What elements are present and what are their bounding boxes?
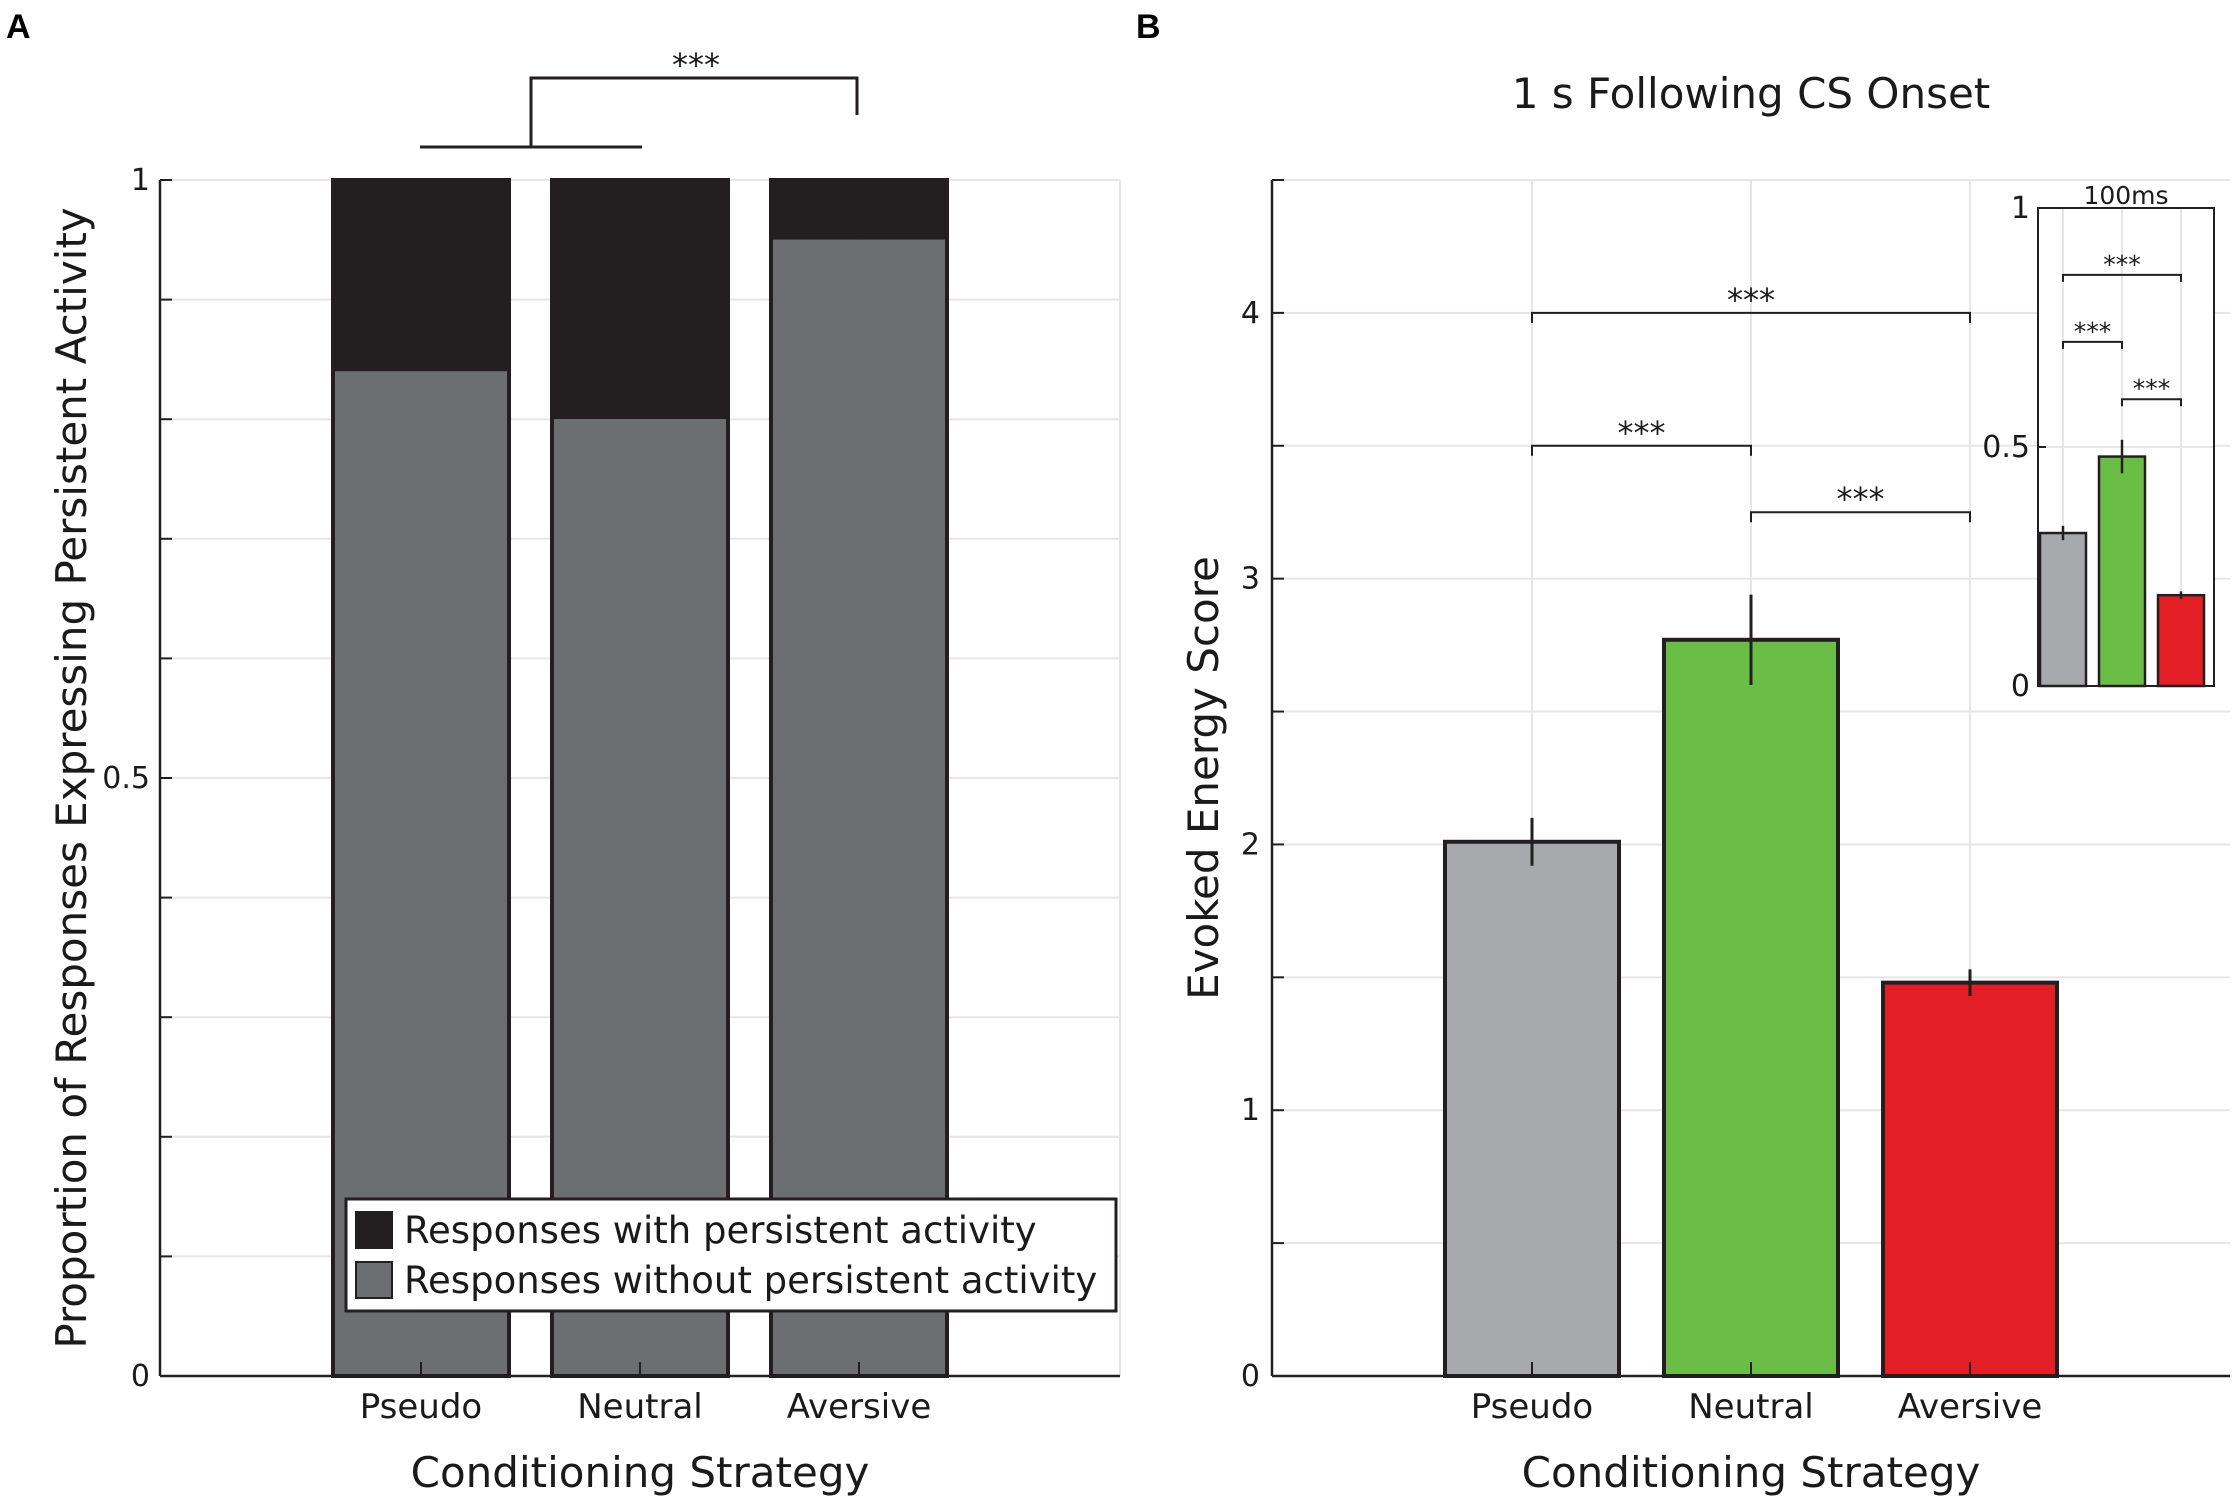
inset-significance-label: *** xyxy=(2103,250,2141,279)
inset-significance-label: *** xyxy=(2133,374,2171,403)
bar-aversive xyxy=(1881,980,2059,1378)
inset-significance-label: *** xyxy=(2074,317,2112,346)
x-tick-label: Pseudo xyxy=(1471,1387,1593,1427)
bar-with-persistent-pseudo xyxy=(333,180,509,372)
inset-y-tick-label: 0 xyxy=(2011,669,2030,704)
inset-bar-neutral xyxy=(2097,455,2147,688)
legend-box xyxy=(344,1197,1118,1313)
significance-bracket xyxy=(1531,444,1752,456)
inset-significance-bracket xyxy=(2121,398,2182,407)
y-tick-label: 3 xyxy=(1241,562,1260,597)
y-tick-label: 0 xyxy=(1241,1359,1260,1394)
significance-label: *** xyxy=(1837,480,1885,518)
x-tick-label: Pseudo xyxy=(360,1387,482,1427)
significance-bracket xyxy=(1531,311,1971,323)
bar-neutral xyxy=(1662,637,1840,1378)
significance-label: *** xyxy=(1618,414,1666,452)
significance-label: *** xyxy=(1727,281,1775,319)
y-axis-label: Proportion of Responses Expressing Persi… xyxy=(47,207,96,1348)
chart-a: 0 0.5 1 Pseudo Neutral Aversive Conditioning S… xyxy=(47,46,1121,1497)
chart-b-inset: 0 0.5 1 100ms *** *** *** xyxy=(1982,181,2215,704)
inset-y-tick-label: 1 xyxy=(2011,191,2030,226)
inset-significance-bracket xyxy=(2062,340,2123,349)
inset-y-tick-label: 0.5 xyxy=(1982,430,2030,465)
y-axis-label: Evoked Energy Score xyxy=(1179,556,1228,1000)
panel-a-letter: A xyxy=(6,8,31,46)
x-tick-label: Aversive xyxy=(1898,1387,2042,1427)
inset-significance-bracket xyxy=(2062,273,2182,282)
significance-label: *** xyxy=(672,46,720,84)
legend-label-with: Responses with persistent activity xyxy=(404,1209,1037,1252)
inset-bar-aversive xyxy=(2156,593,2206,688)
legend-label-without: Responses without persistent activity xyxy=(404,1259,1097,1302)
inset-title: 100ms xyxy=(2083,181,2168,210)
x-tick-label: Aversive xyxy=(787,1387,931,1427)
inset-bar-pseudo xyxy=(2038,531,2088,688)
x-tick-label: Neutral xyxy=(577,1387,703,1427)
legend-swatch-without xyxy=(355,1261,393,1299)
y-tick-label: 1 xyxy=(1241,1093,1260,1128)
x-axis-label: Conditioning Strategy xyxy=(411,1448,870,1497)
legend: Responses with persistent activity Respon… xyxy=(344,1197,1118,1313)
y-tick-label: 4 xyxy=(1241,296,1260,331)
x-tick-label: Neutral xyxy=(1688,1387,1814,1427)
panel-b-letter: B xyxy=(1136,8,1161,46)
y-tick-label: 0.5 xyxy=(102,761,150,796)
bar-with-persistent-neutral xyxy=(552,180,728,420)
x-axis-label: Conditioning Strategy xyxy=(1522,1448,1981,1497)
significance-bracket xyxy=(1750,511,1971,523)
significance-bracket xyxy=(420,76,859,149)
bar-without-persistent-aversive xyxy=(771,239,947,1376)
bar-with-persistent-aversive xyxy=(771,180,947,240)
chart-b: 1 s Following CS Onset 0 1 2 3 4 Pseudo Neutral… xyxy=(1179,69,2230,1497)
bar-pseudo xyxy=(1443,839,1621,1378)
chart-title: 1 s Following CS Onset xyxy=(1512,69,1991,118)
y-tick-label: 1 xyxy=(131,163,150,198)
y-tick-label: 0 xyxy=(131,1359,150,1394)
legend-swatch-with xyxy=(355,1211,393,1249)
y-tick-label: 2 xyxy=(1241,827,1260,862)
